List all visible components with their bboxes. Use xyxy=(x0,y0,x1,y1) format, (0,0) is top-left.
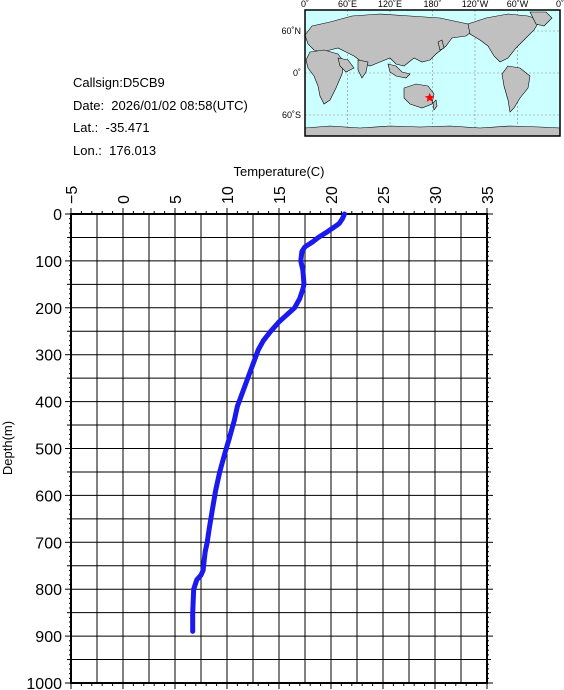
map-landmasses xyxy=(304,11,561,137)
x-axis-title: Temperature(C) xyxy=(233,164,324,179)
land-africa xyxy=(305,49,345,105)
longitude-text: Lon.: 176.013 xyxy=(73,142,157,158)
map-labels: 0˚ 60˚E 120˚E 180˚ 120˚W 60˚W 0˚ 60˚N 0˚ 60˚S xyxy=(281,0,564,120)
land-greenland xyxy=(529,11,553,27)
map-lon-label: 180˚ xyxy=(423,0,441,9)
land-india xyxy=(357,59,369,79)
temperature-line xyxy=(190,211,347,634)
y-axis-title: Depth(m) xyxy=(0,421,15,475)
x-tick-label: 5 xyxy=(168,195,185,204)
land-japan xyxy=(437,39,445,51)
land-arabia xyxy=(337,57,355,73)
y-tick-label: 100 xyxy=(35,254,62,271)
y-tick-label: 1000 xyxy=(26,676,62,690)
x-tick-label: 35 xyxy=(480,186,497,204)
temperature-profile xyxy=(190,211,347,634)
land-australia xyxy=(403,83,435,109)
map-lon-label: 60˚W xyxy=(507,0,529,9)
date-text: Date: 2026/01/02 08:58(UTC) xyxy=(73,97,248,113)
land-se-asia xyxy=(387,63,411,79)
x-tick-label: 0 xyxy=(116,195,133,204)
map-lat-label: 60˚S xyxy=(282,110,301,120)
map-lat-label: 60˚N xyxy=(281,26,301,36)
map-frame xyxy=(304,9,561,137)
x-tick-label: 20 xyxy=(324,186,341,204)
map-border xyxy=(304,9,561,137)
x-axis-ticks: −5 0 5 10 15 20 25 30 35 xyxy=(64,186,497,689)
y-tick-label: 200 xyxy=(35,301,62,318)
x-tick-label: −5 xyxy=(64,186,81,204)
map-lon-label: 120˚W xyxy=(462,0,489,9)
y-tick-label: 900 xyxy=(35,629,62,646)
y-tick-label: 500 xyxy=(35,442,62,459)
station-info: Callsign:D5CB9 Date: 2026/01/02 08:58(UT… xyxy=(73,72,248,162)
chart-grid xyxy=(70,213,488,684)
map-lon-label: 60˚E xyxy=(338,0,357,9)
y-tick-label: 0 xyxy=(53,207,62,224)
land-new-zealand xyxy=(432,99,438,111)
map-lon-label: 0˚ xyxy=(556,0,564,9)
x-tick-label: 30 xyxy=(428,186,445,204)
station-marker-star-icon xyxy=(424,92,435,102)
land-eurasia xyxy=(304,13,475,67)
x-tick-label: 25 xyxy=(376,186,393,204)
callsign-text: Callsign:D5CB9 xyxy=(73,75,165,90)
map-lat-label: 0˚ xyxy=(293,68,301,78)
y-tick-label: 700 xyxy=(35,535,62,552)
latitude-text: Lat.: -35.471 xyxy=(73,120,150,135)
land-north-america xyxy=(467,13,541,63)
x-tick-label: 15 xyxy=(272,186,289,204)
map-lon-label: 0˚ xyxy=(301,0,309,9)
y-tick-label: 800 xyxy=(35,582,62,599)
y-tick-label: 400 xyxy=(35,395,62,412)
map-lon-label: 120˚E xyxy=(378,0,402,9)
land-south-america xyxy=(501,65,531,113)
x-tick-label: 10 xyxy=(220,186,237,204)
y-tick-label: 300 xyxy=(35,348,62,365)
y-tick-label: 600 xyxy=(35,488,62,505)
y-axis-ticks: 0 100 200 300 400 500 600 700 800 900 1000 xyxy=(26,207,493,690)
